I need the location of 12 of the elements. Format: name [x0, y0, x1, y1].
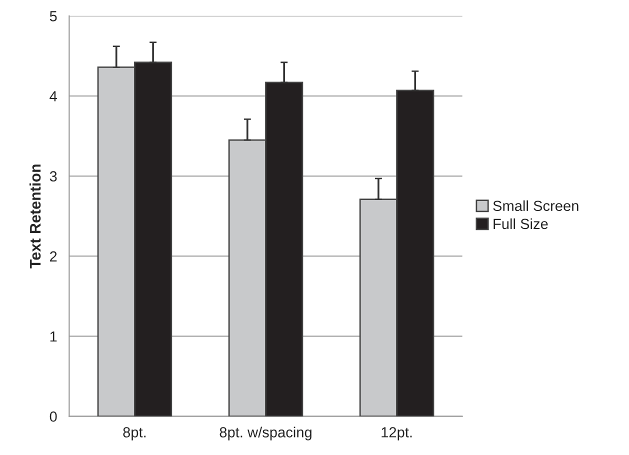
x-tick-label: 12pt. — [382, 427, 412, 440]
y-tick-label: 0 — [50, 411, 57, 422]
x-tick-label: 8pt. w/spacing — [220, 426, 312, 440]
y-axis-title: Text Retention — [29, 164, 41, 268]
legend-label: Small Screen — [493, 200, 578, 212]
y-tick-label: 4 — [50, 91, 57, 102]
y-tick-label: 5 — [50, 11, 57, 22]
x-tick-label: 8pt. — [123, 427, 146, 440]
y-tick-label: 2 — [50, 251, 57, 262]
y-tick-label: 3 — [50, 171, 57, 182]
y-tick-label: 1 — [50, 331, 57, 342]
legend-label: Full Size — [494, 218, 548, 230]
